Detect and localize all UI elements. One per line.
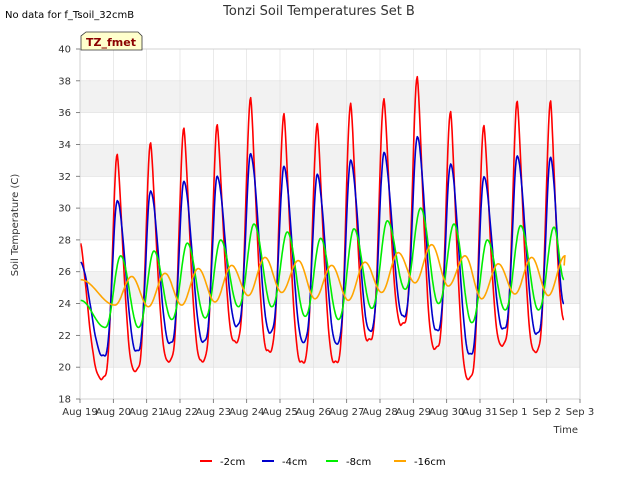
tz-fmet-badge: TZ_fmet	[80, 31, 143, 51]
y-tick-label: 26	[58, 267, 71, 278]
series-line-minus-8cm	[80, 207, 565, 329]
x-tick-label: Aug 23	[196, 407, 231, 418]
no-data-note: No data for f_Tsoil_32cmB	[5, 10, 134, 21]
y-axis-ticks: 18 20 22 24 26 28 30 32 34 36 38 40	[58, 45, 80, 406]
y-tick-label: 30	[58, 204, 71, 215]
series-line-minus-2cm	[79, 75, 565, 381]
x-axis-label: Time	[553, 425, 578, 436]
x-tick-label: Aug 29	[396, 407, 431, 418]
x-tick-label: Aug 27	[329, 407, 364, 418]
x-tick-label: Aug 24	[229, 407, 264, 418]
y-tick-label: 22	[58, 331, 71, 342]
series-line-minus-4cm	[80, 135, 565, 357]
series-line-minus-16cm	[80, 243, 566, 308]
x-tick-label: Aug 28	[362, 407, 397, 418]
y-tick-label: 34	[58, 140, 71, 151]
y-tick-label: 20	[58, 363, 71, 374]
y-tick-label: 32	[58, 172, 71, 183]
x-tick-label: Aug 21	[129, 407, 164, 418]
y-tick-label: 38	[58, 76, 71, 87]
legend-label: -16cm	[414, 457, 446, 468]
background-band	[80, 208, 580, 240]
x-tick-label: Sep 2	[532, 407, 560, 418]
plot-background-bands	[80, 49, 580, 399]
x-tick-label: Aug 31	[462, 407, 497, 418]
x-tick-label: Aug 26	[296, 407, 331, 418]
series-layer	[79, 75, 566, 381]
legend: -2cm -4cm -8cm -16cm	[200, 457, 446, 468]
x-tick-label: Sep 3	[566, 407, 594, 418]
x-tick-label: Aug 25	[262, 407, 297, 418]
y-axis-label: Soil Temperature (C)	[10, 174, 21, 277]
legend-label: -4cm	[282, 457, 307, 468]
badge-label: TZ_fmet	[86, 36, 136, 49]
y-tick-label: 28	[58, 235, 71, 246]
plot-frame	[79, 48, 581, 400]
legend-label: -8cm	[346, 457, 371, 468]
y-tick-label: 40	[58, 45, 71, 56]
background-band	[80, 80, 580, 113]
y-tick-label: 24	[58, 299, 71, 310]
x-tick-label: Aug 22	[162, 407, 197, 418]
x-tick-label: Aug 19	[62, 407, 97, 418]
y-tick-label: 36	[58, 108, 71, 119]
x-tick-label: Aug 30	[429, 407, 464, 418]
legend-label: -2cm	[220, 457, 245, 468]
background-band	[80, 144, 580, 177]
y-tick-label: 18	[58, 395, 71, 406]
x-tick-label: Aug 20	[96, 407, 131, 418]
x-tick-label: Sep 1	[499, 407, 527, 418]
chart-title: Tonzi Soil Temperatures Set B	[222, 4, 415, 19]
